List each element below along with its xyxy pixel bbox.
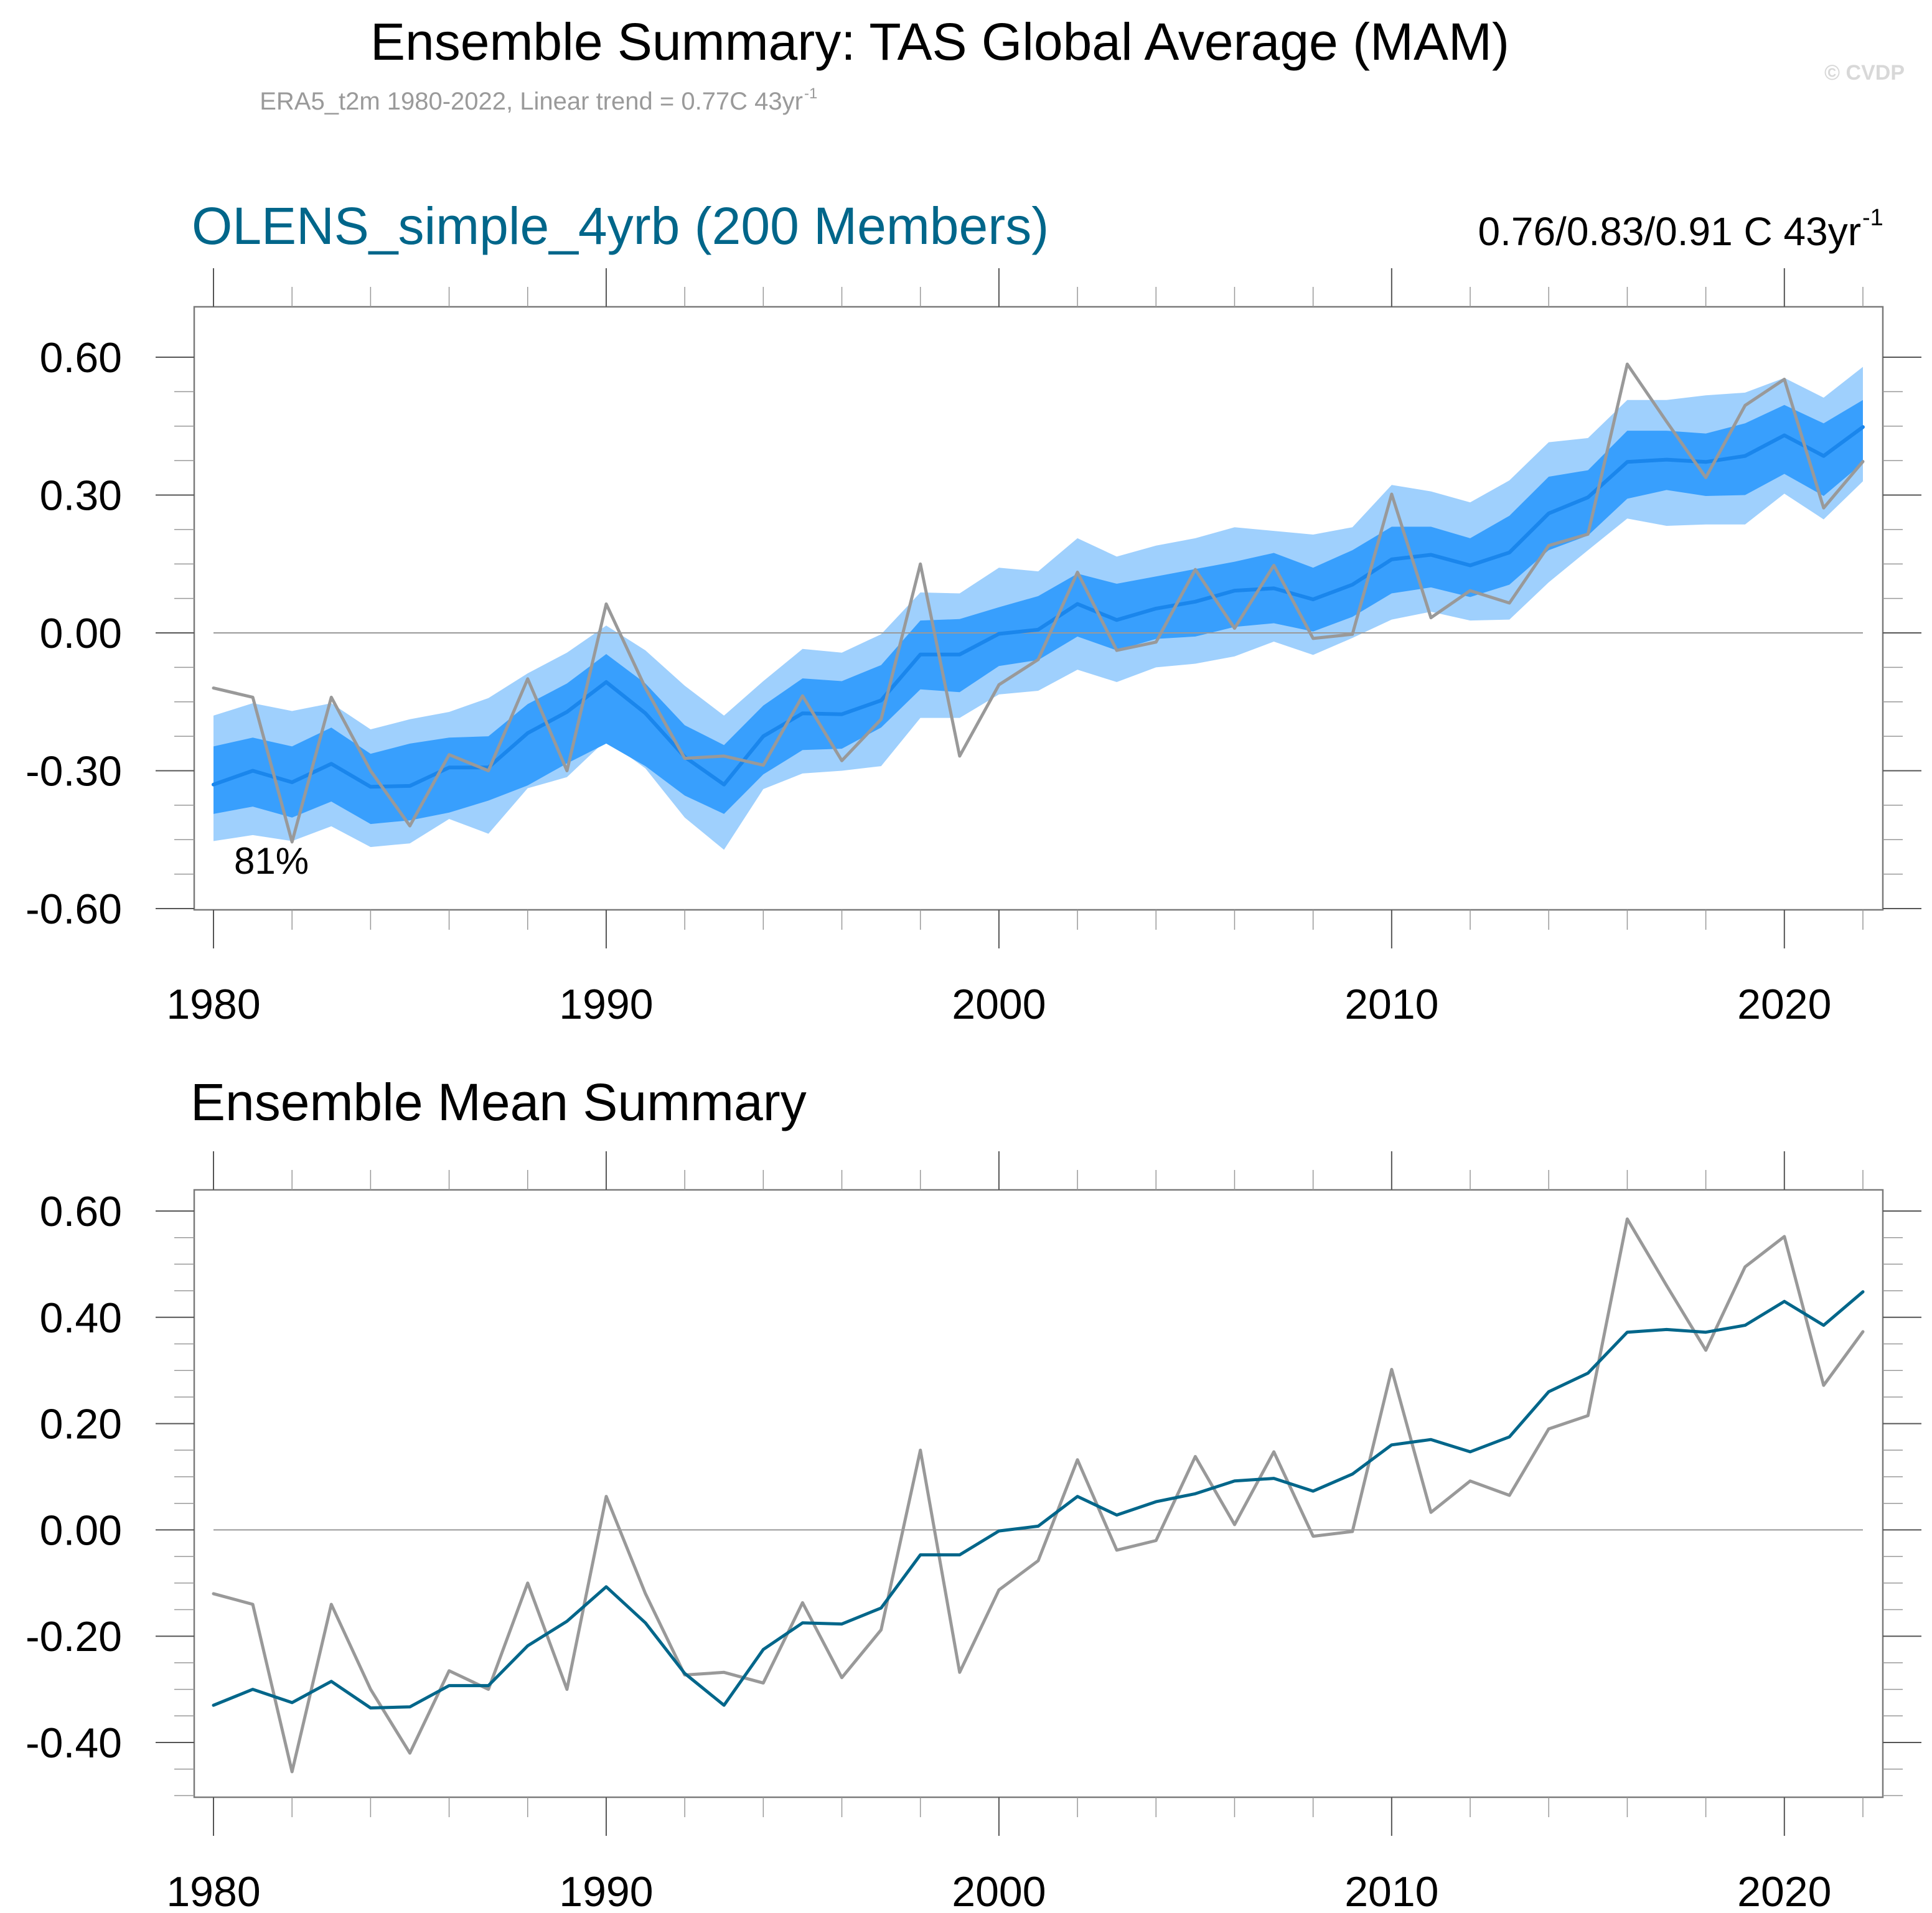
x-tick-label: 2010 [1344, 1868, 1438, 1913]
x-tick-label: 2020 [1737, 981, 1831, 1028]
y-tick-label: -0.40 [26, 1719, 122, 1767]
figure-subtitle: ERA5_t2m 1980-2022, Linear trend = 0.77C… [260, 88, 803, 115]
x-tick-label: 1980 [166, 1868, 260, 1913]
y-tick-label: 0.60 [40, 1188, 122, 1235]
trend-range-text: 0.76/0.83/0.91 C 43yr [1478, 209, 1861, 254]
x-tick-label: 2000 [952, 981, 1046, 1028]
plot-frame [193, 1189, 1884, 1798]
y-tick-label: 0.30 [40, 472, 122, 520]
x-tick-label: 1980 [166, 981, 260, 1028]
percent-within-annotation: 81% [234, 840, 309, 882]
era5-observed-line [212, 362, 1865, 844]
plot-area-ensemble: 1980 1990 2000 2010 2020 -0.60 -0.30 0.00 0.30 0.… [26, 268, 1921, 1028]
ensemble-mean-line [212, 1290, 1865, 1710]
panel-title-ensemble: OLENS_simple_4yrb (200 Members) [192, 197, 1049, 255]
y-tick-label: 0.00 [40, 1507, 122, 1554]
trend-range-superscript: -1 [1862, 205, 1883, 231]
figure-subtitle-superscript: -1 [804, 85, 817, 102]
band-10-90-percentile [213, 400, 1863, 825]
y-tick-label: 0.20 [40, 1401, 122, 1448]
y-tick-label: -0.30 [26, 748, 122, 795]
y-tick-label: 0.40 [40, 1294, 122, 1342]
y-tick-label: 0.60 [40, 334, 122, 381]
x-tick-label: 2000 [952, 1868, 1046, 1913]
y-tick-label: 0.00 [40, 610, 122, 657]
y-tick-label: -0.20 [26, 1613, 122, 1660]
x-tick-label: 2020 [1737, 1868, 1831, 1913]
ensemble-summary-panel: OLENS_simple_4yrb (200 Members) 0.76/0.8… [26, 197, 1921, 1028]
x-tick-label: 1990 [559, 1868, 653, 1913]
ensemble-mean-panel: Ensemble Mean Summary 1980 1990 2000 2010 20… [26, 1073, 1921, 1913]
era5-observed-line [212, 1217, 1865, 1774]
x-tick-label: 1990 [559, 981, 653, 1028]
x-tick-label: 2010 [1344, 981, 1438, 1028]
figure-title: Ensemble Summary: TAS Global Average (MA… [370, 12, 1509, 71]
plot-area-mean: 1980 1990 2000 2010 2020 -0.40 -0.20 0.00 0.20 0.… [26, 1151, 1921, 1913]
y-tick-label: -0.60 [26, 886, 122, 933]
panel-title-mean: Ensemble Mean Summary [190, 1073, 807, 1131]
plot-frame [193, 306, 1884, 911]
cvdp-watermark: © CVDP [1824, 61, 1905, 85]
